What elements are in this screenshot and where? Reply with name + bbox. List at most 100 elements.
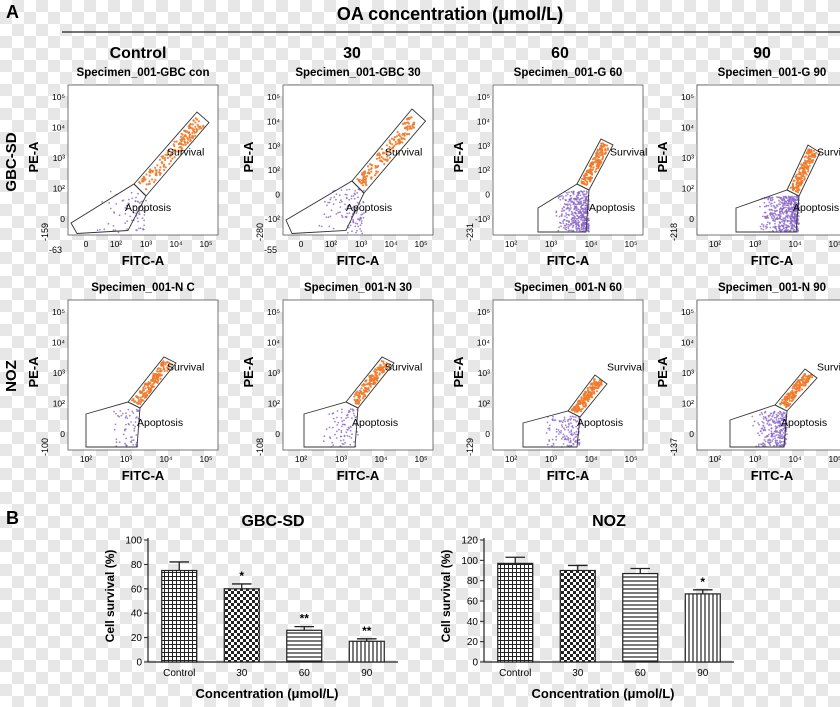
y-tick-label: 10⁴ [681, 123, 694, 133]
flow-plot-title: Specimen_001-N C [91, 282, 195, 294]
x-tick-label: 10⁴ [169, 239, 182, 249]
y-tick-label: 0 [275, 429, 280, 439]
flow-plot-title: Specimen_001-G 90 [718, 67, 827, 79]
apoptosis-gate-label: Apoptosis [137, 417, 183, 429]
x-axis-title: FITC-A [122, 468, 165, 483]
x-tick-label: 10³ [335, 454, 347, 464]
col-label-60: 60 [551, 45, 569, 62]
y-tick-label: 40 [467, 617, 479, 628]
apoptosis-gate-label: Apoptosis [781, 417, 827, 429]
significance-marker: ** [362, 624, 372, 638]
survival-gate-label: Survival [817, 147, 840, 159]
y-min-label: -100 [40, 438, 50, 456]
bar-chart-gbc-sd: GBC-SD 0 20 40 60 80 100 Cell survival (%) Conce… [103, 513, 398, 701]
x-tick-label: 10⁴ [374, 454, 387, 464]
flow-plot-frame [282, 299, 434, 451]
x-tick-label: 10⁴ [159, 454, 172, 464]
apoptosis-gate [85, 401, 141, 448]
y-tick-label: 10⁵ [477, 92, 490, 102]
y-tick-label: 10² [478, 165, 490, 175]
y-tick-label: 10³ [478, 141, 490, 151]
flow-plot-3: Specimen_001-G 60 10⁵ 10⁴ 10³ 10² 0 -10³ 10² 10³… [451, 67, 647, 268]
survival-gate-label: Survival [817, 362, 840, 374]
y-tick-label: 10⁴ [477, 338, 490, 348]
x-tick-label: 10⁵ [200, 454, 213, 464]
bar-control [497, 562, 534, 663]
y-tick-label: 60 [131, 584, 143, 595]
y-tick-label: 10⁴ [52, 123, 65, 133]
y-tick-label: 120 [461, 536, 478, 547]
x-tick-label: 10⁴ [384, 239, 397, 249]
y-tick-label: 10⁵ [52, 92, 65, 102]
y-tick-label: 0 [60, 429, 65, 439]
x-tick-label: 0 [84, 239, 89, 249]
x-tick-label: 10⁵ [200, 239, 213, 249]
y-tick-label: 10⁵ [267, 92, 280, 102]
apoptosis-gate [285, 180, 365, 234]
x-tick-label: 30 [572, 668, 584, 679]
flow-plot-1: Specimen_001-GBC con 10⁵ 10⁴ 10³ 10² 0 0 10² 10³… [26, 67, 219, 268]
y-min-label: -108 [255, 438, 265, 456]
bar-chart-title: NOZ [592, 513, 626, 530]
apoptosis-gate-label: Apoptosis [577, 417, 623, 429]
bar-30 [559, 569, 596, 663]
y-tick-label: 80 [467, 576, 479, 587]
flow-plot-frame [492, 84, 644, 236]
y-axis-title: PE-A [655, 356, 670, 388]
survival-gate-label: Survival [607, 362, 644, 374]
y-tick-label: 10³ [682, 153, 694, 163]
y-tick-label: 10³ [53, 368, 65, 378]
x-axis-title: FITC-A [751, 253, 794, 268]
event-dots [318, 116, 416, 235]
x-tick-label: 10⁵ [415, 239, 428, 249]
y-tick-label: 10⁴ [267, 116, 280, 126]
y-tick-label: 10² [682, 399, 694, 409]
y-tick-label: 10² [682, 184, 694, 194]
flow-plot-frame [492, 299, 644, 451]
x-tick-label: 60 [635, 668, 647, 679]
flow-plot-6: Specimen_001-N 30 10⁵ 10⁴ 10³ 10² 0 10² 10³ 10⁴ 1… [241, 282, 434, 483]
y-axis-title: PE-A [241, 356, 256, 388]
y-min-label: -218 [669, 223, 679, 241]
apoptosis-gate [735, 189, 800, 233]
y-tick-label: 100 [125, 536, 142, 547]
x-tick-label: 0 [299, 239, 304, 249]
event-dots [751, 373, 814, 448]
x-tick-label: 10³ [120, 454, 132, 464]
y-tick-label: 80 [131, 560, 143, 571]
bar-30 [223, 588, 260, 663]
y-axis-title: PE-A [26, 356, 41, 388]
flow-plot-frame [67, 299, 219, 451]
y-min-label: -129 [465, 438, 475, 456]
panel-b-letter: B [6, 508, 19, 528]
y-tick-label: 20 [467, 637, 479, 648]
y-tick-label: 10² [268, 399, 280, 409]
x-tick-label: 10³ [545, 454, 557, 464]
y-tick-label: 10² [53, 184, 65, 194]
x-tick-label: 10⁵ [415, 454, 428, 464]
x-axis-title: FITC-A [547, 253, 590, 268]
significance-marker: * [239, 569, 244, 583]
y-tick-label: 10³ [478, 368, 490, 378]
y-tick-label: 10⁵ [681, 92, 694, 102]
bar-chart-noz: NOZ 0 20 40 60 80 100 120 Cell survival (%) Conce… [439, 513, 734, 701]
x-tick-label: 10³ [749, 454, 761, 464]
y-tick-label: -10³ [475, 214, 490, 224]
y-tick-label: 10⁴ [52, 338, 65, 348]
x-axis-title: Concentration (μmol/L) [532, 686, 675, 701]
x-tick-label: 10² [709, 239, 721, 249]
y-axis-title: PE-A [451, 141, 466, 173]
bar-charts: GBC-SD 0 20 40 60 80 100 Cell survival (%) Conce… [103, 513, 734, 701]
y-tick-label: 10⁴ [681, 338, 694, 348]
apoptosis-gate-label: Apoptosis [125, 202, 171, 214]
y-axis-title: Cell survival (%) [439, 550, 453, 643]
x-axis-title: FITC-A [547, 468, 590, 483]
x-tick-label: 30 [236, 668, 248, 679]
x-tick-label: 10⁵ [829, 239, 840, 249]
y-tick-label: 10⁴ [477, 116, 490, 126]
y-tick-label: 0 [485, 190, 490, 200]
y-axis-title: Cell survival (%) [103, 550, 117, 643]
y-axis-title: PE-A [655, 141, 670, 173]
flow-plot-title: Specimen_001-N 60 [514, 282, 622, 294]
